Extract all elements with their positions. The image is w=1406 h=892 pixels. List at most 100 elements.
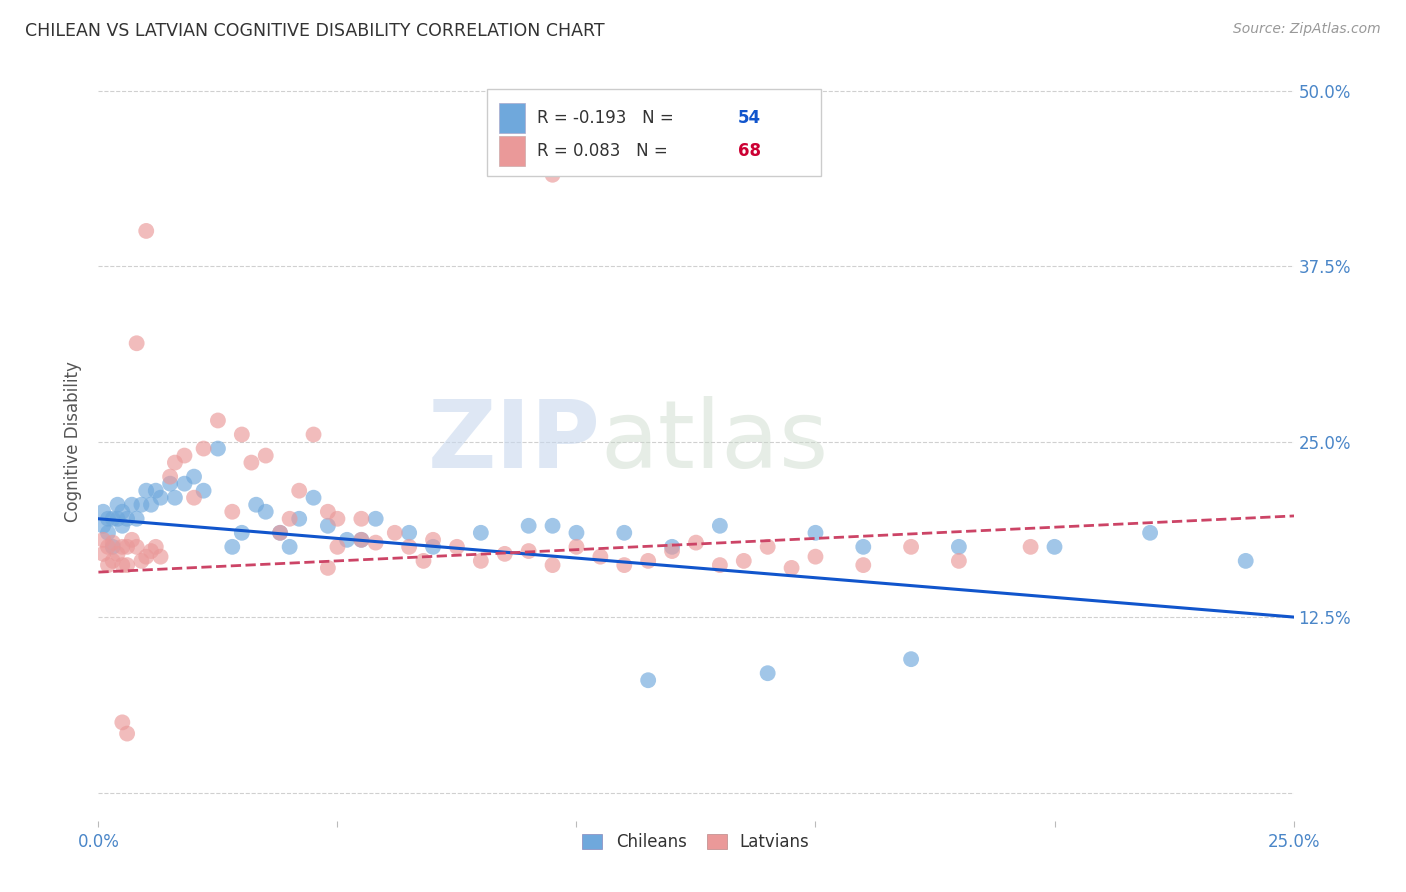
Point: [1043, 540, 1066, 554]
Legend: Chileans, Latvians: Chileans, Latvians: [575, 827, 817, 858]
Point: [159, 476, 181, 491]
Point: [245, 498, 267, 512]
Point: [254, 505, 277, 519]
Point: [101, 512, 124, 526]
Point: [470, 525, 492, 540]
Point: [207, 442, 229, 456]
Point: [804, 525, 827, 540]
Point: [97, 540, 120, 554]
Point: [269, 525, 291, 540]
Point: [364, 512, 387, 526]
Point: [517, 518, 540, 533]
Text: CHILEAN VS LATVIAN COGNITIVE DISABILITY CORRELATION CHART: CHILEAN VS LATVIAN COGNITIVE DISABILITY …: [25, 22, 605, 40]
Point: [613, 525, 636, 540]
Point: [685, 535, 707, 549]
Point: [97, 525, 120, 540]
Point: [302, 427, 325, 442]
Text: R = -0.193   N =: R = -0.193 N =: [537, 109, 679, 127]
Point: [316, 561, 339, 575]
Point: [183, 469, 205, 483]
Point: [422, 533, 444, 547]
Point: [97, 558, 120, 573]
Point: [193, 442, 215, 456]
Point: [125, 336, 148, 351]
Point: [135, 483, 157, 498]
Point: [101, 535, 124, 549]
Point: [131, 498, 153, 512]
Point: [541, 558, 564, 573]
Point: [1234, 554, 1257, 568]
Point: [97, 512, 120, 526]
FancyBboxPatch shape: [499, 103, 524, 133]
Point: [111, 715, 134, 730]
Point: [101, 540, 124, 554]
Point: [221, 540, 243, 554]
Point: [756, 666, 779, 681]
Point: [364, 535, 387, 549]
Point: [163, 456, 186, 470]
Point: [111, 558, 134, 573]
Point: [125, 512, 148, 526]
Point: [661, 544, 683, 558]
Point: [145, 540, 167, 554]
Y-axis label: Cognitive Disability: Cognitive Disability: [65, 361, 83, 522]
Point: [115, 512, 138, 526]
Point: [111, 518, 134, 533]
Point: [125, 540, 148, 554]
Point: [139, 544, 162, 558]
Point: [350, 512, 373, 526]
Point: [115, 726, 138, 740]
Point: [350, 533, 373, 547]
Text: atlas: atlas: [600, 395, 828, 488]
Point: [316, 518, 339, 533]
Point: [637, 673, 659, 688]
Point: [159, 469, 181, 483]
Point: [207, 413, 229, 427]
Point: [121, 498, 143, 512]
Point: [240, 456, 263, 470]
FancyBboxPatch shape: [499, 136, 524, 166]
Point: [709, 518, 731, 533]
Point: [115, 540, 138, 554]
Point: [254, 449, 277, 463]
Point: [541, 518, 564, 533]
Point: [1019, 540, 1042, 554]
Point: [613, 558, 636, 573]
Point: [111, 540, 134, 554]
Point: [733, 554, 755, 568]
Point: [1139, 525, 1161, 540]
Point: [852, 558, 875, 573]
Point: [278, 540, 301, 554]
Point: [149, 491, 172, 505]
Point: [145, 483, 167, 498]
Point: [336, 533, 359, 547]
Point: [948, 554, 970, 568]
Point: [470, 554, 492, 568]
Point: [398, 540, 420, 554]
Point: [193, 483, 215, 498]
Point: [517, 544, 540, 558]
Point: [91, 518, 114, 533]
Point: [565, 540, 588, 554]
Point: [121, 533, 143, 547]
Point: [115, 558, 138, 573]
Point: [756, 540, 779, 554]
Point: [948, 540, 970, 554]
Point: [446, 540, 468, 554]
Point: [852, 540, 875, 554]
Point: [269, 525, 291, 540]
Point: [183, 491, 205, 505]
Point: [163, 491, 186, 505]
Point: [350, 533, 373, 547]
Point: [101, 554, 124, 568]
Point: [637, 554, 659, 568]
Text: 54: 54: [738, 109, 761, 127]
Point: [135, 549, 157, 564]
FancyBboxPatch shape: [486, 89, 821, 177]
Point: [91, 547, 114, 561]
Text: ZIP: ZIP: [427, 395, 600, 488]
Text: R = 0.083   N =: R = 0.083 N =: [537, 142, 673, 161]
Point: [221, 505, 243, 519]
Point: [541, 168, 564, 182]
Point: [173, 449, 195, 463]
